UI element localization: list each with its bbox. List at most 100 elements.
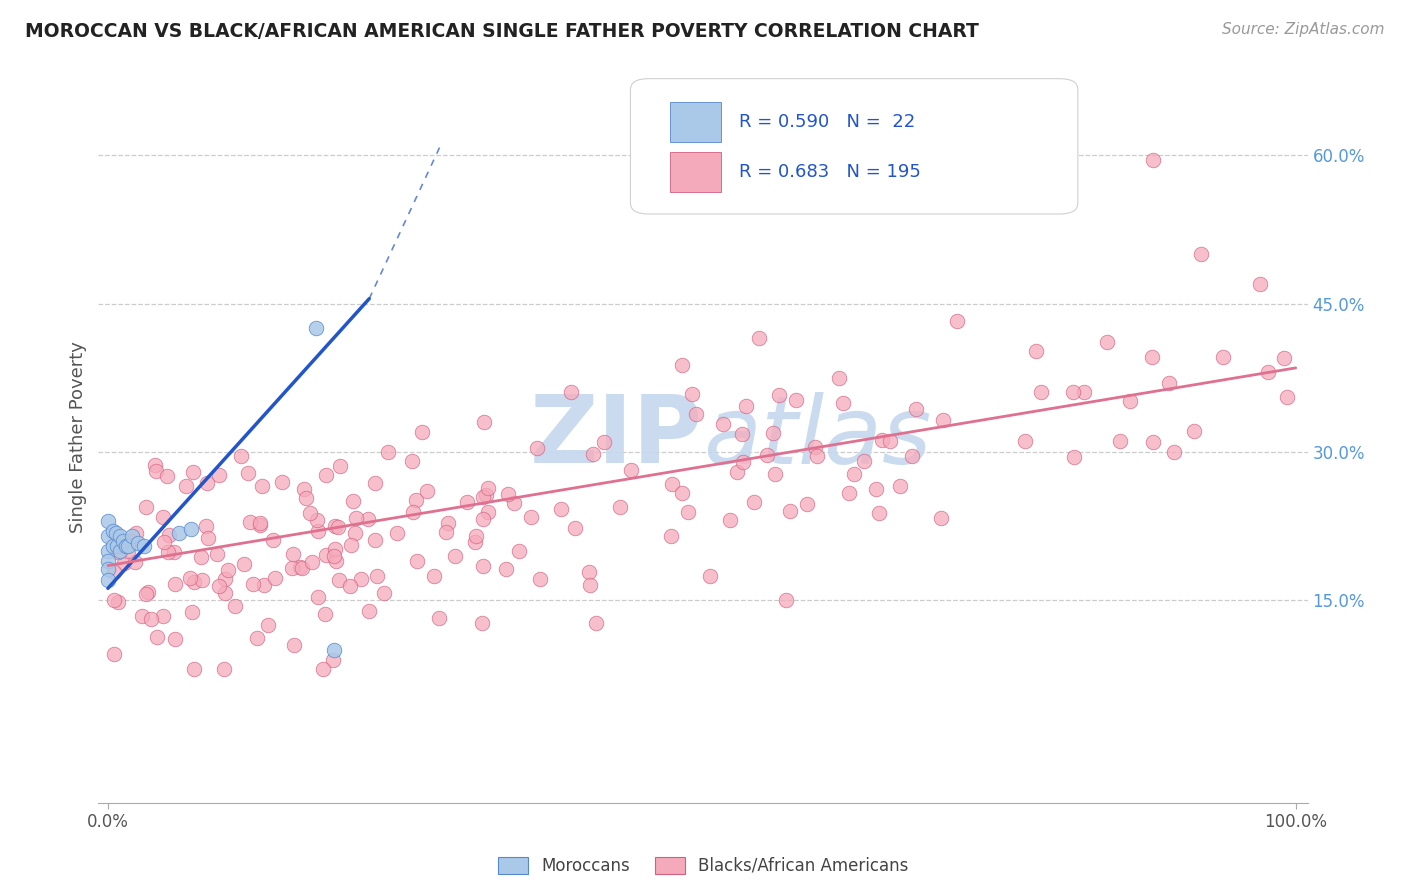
Point	[181, 465, 204, 479]
Point	[132, 539, 155, 553]
Point	[582, 447, 605, 461]
Point	[107, 539, 129, 553]
Point	[436, 516, 458, 531]
Point	[1014, 434, 1036, 449]
Point	[307, 524, 329, 538]
Point	[162, 545, 184, 559]
Point	[503, 496, 526, 510]
Point	[699, 569, 721, 583]
Point	[179, 571, 201, 585]
Point	[733, 455, 755, 469]
Point	[190, 549, 212, 564]
Text: MOROCCAN VS BLACK/AFRICAN AMERICAN SINGLE FATHER POVERTY CORRELATION CHART: MOROCCAN VS BLACK/AFRICAN AMERICAN SINGL…	[25, 22, 979, 41]
Point	[465, 529, 488, 543]
Point	[307, 590, 329, 604]
Point	[127, 536, 149, 550]
Bar	[671, 152, 721, 192]
Text: R = 0.590   N =  22: R = 0.590 N = 22	[740, 112, 915, 131]
Point	[735, 399, 758, 413]
Point	[731, 426, 754, 441]
Point	[1024, 343, 1046, 358]
Point	[307, 514, 329, 528]
Point	[174, 479, 197, 493]
Point	[340, 538, 363, 552]
Point	[112, 556, 135, 570]
Point	[283, 638, 305, 652]
Point	[768, 388, 790, 402]
Point	[350, 572, 373, 586]
Point	[181, 605, 204, 619]
Point	[103, 648, 125, 662]
Point	[828, 371, 851, 385]
Point	[224, 599, 246, 614]
Point	[97, 529, 120, 543]
Point	[105, 525, 128, 540]
Point	[620, 463, 643, 477]
Point	[195, 475, 218, 490]
Point	[711, 417, 734, 431]
Point	[253, 578, 276, 592]
Point	[325, 541, 347, 556]
Point	[145, 464, 167, 478]
Point	[120, 534, 142, 549]
Point	[796, 497, 818, 511]
Point	[659, 529, 682, 543]
Point	[475, 488, 498, 502]
Point	[472, 415, 495, 429]
Point	[725, 466, 748, 480]
Point	[97, 554, 120, 568]
Point	[167, 525, 190, 540]
Point	[101, 539, 124, 553]
Point	[108, 543, 131, 558]
Point	[508, 543, 530, 558]
Point	[477, 482, 499, 496]
Point	[671, 358, 693, 372]
Point	[578, 577, 600, 591]
Point	[311, 662, 333, 676]
Point	[865, 482, 887, 496]
Point	[868, 506, 890, 520]
Point	[135, 500, 157, 515]
Point	[107, 595, 129, 609]
Point	[208, 467, 231, 482]
Point	[183, 574, 205, 589]
Point	[314, 607, 336, 622]
Point	[1163, 444, 1185, 458]
Point	[1249, 277, 1271, 291]
Point	[838, 486, 860, 500]
Point	[744, 495, 766, 509]
Point	[945, 314, 967, 328]
Point	[889, 479, 911, 493]
Point	[107, 545, 129, 559]
Point	[496, 487, 519, 501]
Point	[315, 548, 337, 562]
Point	[806, 450, 828, 464]
Point	[385, 525, 408, 540]
Point	[250, 479, 273, 493]
Point	[520, 509, 543, 524]
Point	[323, 549, 346, 563]
Point	[402, 505, 425, 519]
Point	[423, 569, 446, 583]
Point	[97, 574, 120, 588]
Point	[1142, 434, 1164, 449]
Point	[526, 441, 548, 455]
Point	[136, 585, 159, 599]
Point	[322, 642, 344, 657]
Point	[1118, 394, 1140, 409]
Point	[471, 512, 494, 526]
Point	[114, 539, 136, 553]
Point	[97, 561, 120, 575]
Point	[1073, 384, 1095, 399]
FancyBboxPatch shape	[630, 78, 1078, 214]
Point	[156, 545, 179, 559]
Point	[117, 539, 139, 553]
Point	[299, 506, 322, 520]
Point	[427, 611, 450, 625]
Point	[373, 586, 395, 600]
Point	[329, 458, 352, 473]
Point	[131, 608, 153, 623]
Point	[191, 573, 214, 587]
Point	[295, 491, 318, 506]
Point	[464, 534, 486, 549]
